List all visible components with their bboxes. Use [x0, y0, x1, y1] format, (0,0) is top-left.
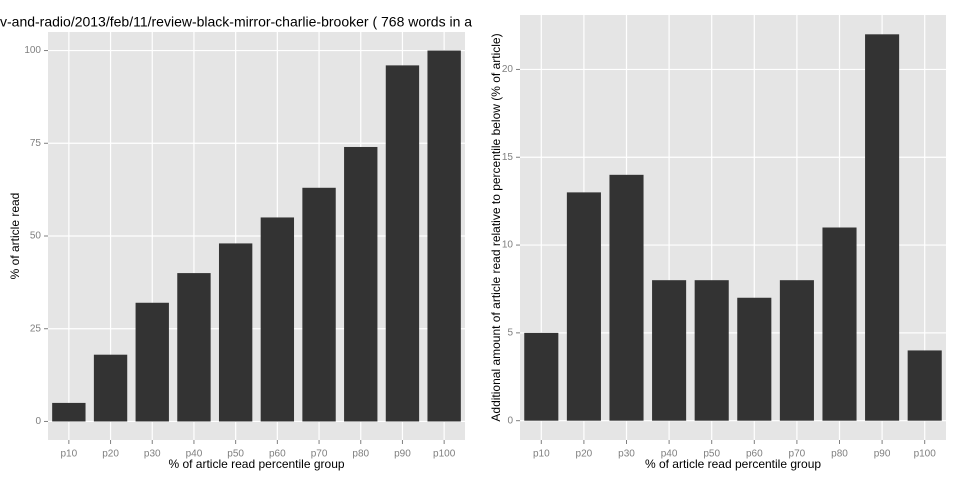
y-axis-title: % of article read [8, 193, 22, 280]
bar [427, 50, 461, 422]
x-tick-label: p40 [186, 449, 203, 460]
bar [779, 280, 814, 421]
bar [344, 146, 378, 422]
x-tick-label: p40 [661, 449, 678, 460]
y-tick-label: 100 [24, 45, 41, 56]
x-tick-label: p30 [618, 449, 635, 460]
bar [93, 354, 128, 422]
y-tick-label: 0 [35, 416, 41, 427]
x-tick-label: p100 [433, 449, 456, 460]
x-tick-label: p20 [102, 449, 119, 460]
bar [737, 297, 772, 421]
x-tick-label: p70 [311, 449, 328, 460]
bar [52, 402, 86, 422]
y-tick-label: 0 [507, 415, 513, 426]
bar [907, 350, 942, 421]
x-tick-label: p10 [533, 449, 550, 460]
x-tick-label: p50 [703, 449, 720, 460]
x-tick-label: p10 [61, 449, 78, 460]
bar [566, 192, 601, 421]
y-tick-label: 75 [30, 138, 42, 149]
y-tick-label: 10 [502, 240, 514, 251]
y-tick-label: 20 [502, 64, 514, 75]
bar [609, 174, 644, 421]
x-tick-label: p90 [394, 449, 411, 460]
y-tick-label: 5 [507, 328, 513, 339]
x-tick-label: p20 [576, 449, 593, 460]
x-tick-label: p90 [874, 449, 891, 460]
chart-title: v-and-radio/2013/feb/11/review-black-mir… [0, 14, 472, 30]
x-tick-label: p70 [789, 449, 806, 460]
x-tick-label: p60 [746, 449, 763, 460]
x-tick-label: p80 [831, 449, 848, 460]
x-tick-label: p60 [269, 449, 286, 460]
bar [177, 273, 211, 422]
bar [822, 227, 857, 421]
bar [652, 280, 687, 421]
bar [694, 280, 729, 421]
y-tick-label: 15 [502, 152, 514, 163]
bar [260, 217, 295, 422]
bar [135, 302, 169, 422]
x-tick-label: p100 [914, 449, 937, 460]
bar [865, 34, 900, 421]
bar [524, 332, 559, 421]
bar [218, 243, 253, 422]
bar [302, 187, 336, 422]
bar [385, 65, 420, 422]
y-tick-label: 50 [30, 231, 42, 242]
x-tick-label: p50 [227, 449, 244, 460]
x-axis-title: % of article read percentile group [645, 457, 821, 471]
y-tick-label: 25 [30, 323, 42, 334]
x-tick-label: p30 [144, 449, 161, 460]
y-axis-title: Additional amount of article read relati… [489, 33, 503, 421]
x-tick-label: p80 [352, 449, 369, 460]
x-axis-title: % of article read percentile group [168, 457, 344, 471]
